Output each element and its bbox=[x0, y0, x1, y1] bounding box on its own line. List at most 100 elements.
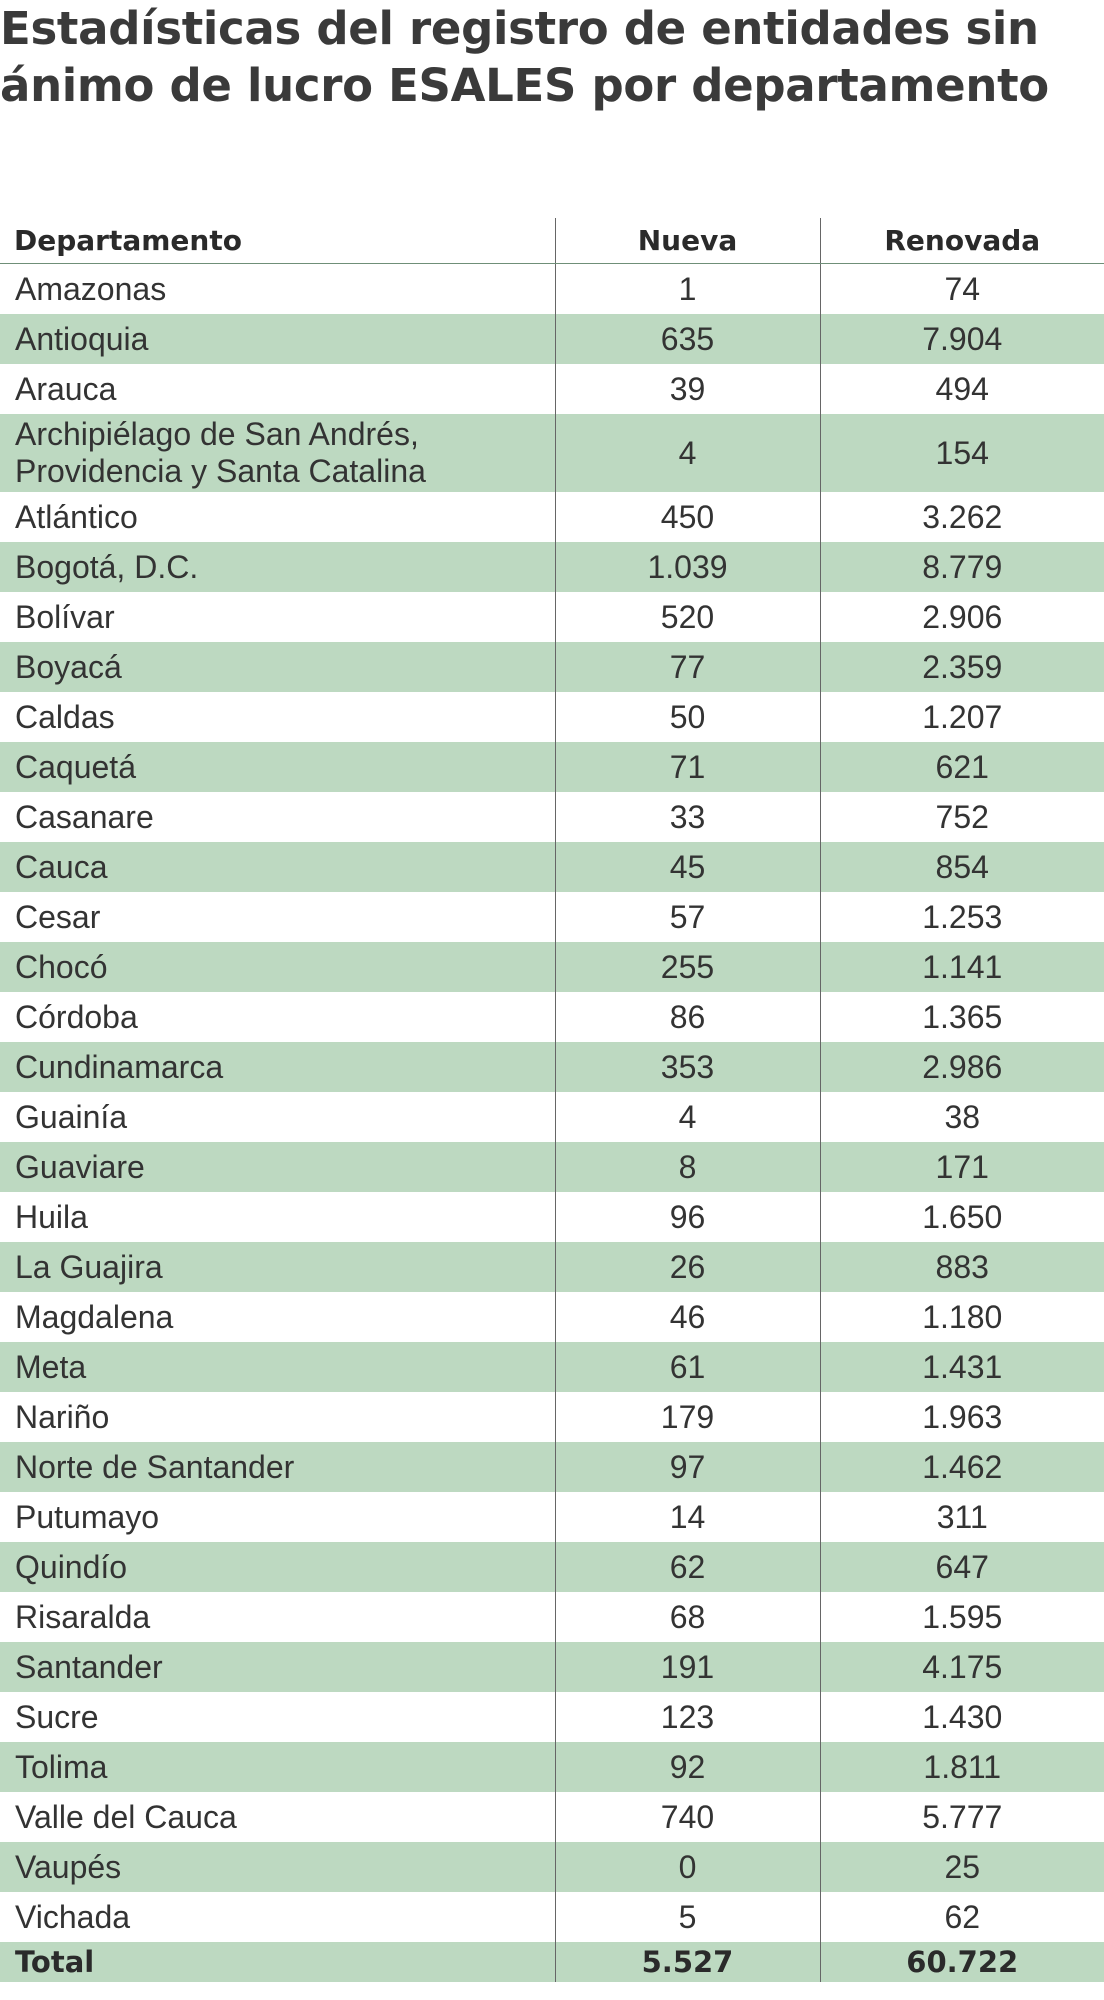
cell-nueva: 5 bbox=[554, 1892, 820, 1942]
cell-nueva: 86 bbox=[554, 992, 820, 1042]
cell-renovada: 2.906 bbox=[819, 592, 1104, 642]
table-row: Archipiélago de San Andrés, Providencia … bbox=[0, 414, 1104, 492]
cell-departamento: Bogotá, D.C. bbox=[0, 542, 555, 592]
table-row: Vichada 5 62 bbox=[0, 1892, 1104, 1942]
cell-departamento: Sucre bbox=[15, 1698, 99, 1735]
cell-nueva: 96 bbox=[554, 1192, 820, 1242]
table-row: Putumayo 14 311 bbox=[0, 1492, 1104, 1542]
cell-renovada: 1.141 bbox=[819, 942, 1104, 992]
cell-renovada: 1.431 bbox=[819, 1342, 1104, 1392]
table-row: Chocó 255 1.141 bbox=[0, 942, 1104, 992]
cell-renovada: 8.779 bbox=[819, 542, 1104, 592]
cell-renovada: 647 bbox=[819, 1542, 1104, 1592]
cell-renovada: 1.253 bbox=[819, 892, 1104, 942]
cell-renovada: 3.262 bbox=[819, 492, 1104, 542]
table-row: Santander 191 4.175 bbox=[0, 1642, 1104, 1692]
table-row: Cauca 45 854 bbox=[0, 842, 1104, 892]
cell-nueva: 8 bbox=[554, 1142, 820, 1192]
cell-nueva: 33 bbox=[554, 792, 820, 842]
cell-departamento: Risaralda bbox=[15, 1598, 151, 1635]
cell-departamento: Cauca bbox=[0, 842, 555, 892]
table-row: Nariño 179 1.963 bbox=[0, 1392, 1104, 1442]
cell-departamento: La Guajira bbox=[0, 1242, 555, 1292]
cell-departamento: Guainía bbox=[15, 1098, 128, 1135]
table-row: Tolima 92 1.811 bbox=[0, 1742, 1104, 1792]
cell-nueva: 97 bbox=[554, 1442, 820, 1492]
cell-departamento: Casanare bbox=[15, 798, 154, 835]
table-row: Atlántico 450 3.262 bbox=[0, 492, 1104, 542]
cell-renovada: 2.359 bbox=[819, 642, 1104, 692]
cell-departamento: Chocó bbox=[0, 942, 555, 992]
cell-renovada: 752 bbox=[819, 792, 1104, 842]
cell-nueva: 191 bbox=[554, 1642, 820, 1692]
page-title: Estadísticas del registro de entidades s… bbox=[0, 2, 1049, 112]
cell-nueva: 46 bbox=[554, 1292, 820, 1342]
cell-nueva: 1 bbox=[554, 263, 820, 314]
cell-departamento: Boyacá bbox=[0, 642, 555, 692]
cell-nueva: 14 bbox=[554, 1492, 820, 1542]
cell-nueva: 353 bbox=[554, 1042, 820, 1092]
cell-nueva: 635 bbox=[554, 314, 820, 364]
table-row: Guaviare 8 171 bbox=[0, 1142, 1104, 1192]
stats-table: Departamento Nueva Renovada Amazonas 1 74 A… bbox=[0, 218, 1104, 1982]
table-row: Cesar 57 1.253 bbox=[0, 892, 1104, 942]
table-row: Norte de Santander 97 1.462 bbox=[0, 1442, 1104, 1492]
column-header-nueva: Nueva bbox=[554, 218, 820, 264]
cell-nueva: 740 bbox=[554, 1792, 820, 1842]
column-header-renovada: Renovada bbox=[819, 218, 1104, 264]
stats-table-container: Departamento Nueva Renovada Amazonas 1 74 A… bbox=[0, 218, 1104, 1982]
cell-departamento: Cundinamarca bbox=[0, 1042, 555, 1092]
column-header-departamento: Departamento bbox=[0, 218, 555, 264]
cell-nueva: 61 bbox=[554, 1342, 820, 1392]
cell-nueva: 71 bbox=[554, 742, 820, 792]
table-row: Casanare 33 752 bbox=[0, 792, 1104, 842]
cell-departamento: Guaviare bbox=[0, 1142, 555, 1192]
total-label: Total bbox=[0, 1942, 555, 1982]
cell-renovada: 311 bbox=[819, 1492, 1104, 1542]
table-row: Risaralda 68 1.595 bbox=[0, 1592, 1104, 1642]
cell-departamento: Córdoba bbox=[15, 998, 138, 1035]
cell-nueva: 62 bbox=[554, 1542, 820, 1592]
table-row: Caldas 50 1.207 bbox=[0, 692, 1104, 742]
cell-departamento: Atlántico bbox=[15, 498, 138, 535]
cell-renovada: 1.207 bbox=[819, 692, 1104, 742]
total-row: Total 5.527 60.722 bbox=[0, 1942, 1104, 1982]
cell-departamento: Putumayo bbox=[15, 1498, 160, 1535]
cell-renovada: 7.904 bbox=[819, 314, 1104, 364]
table-row: Vaupés 0 25 bbox=[0, 1842, 1104, 1892]
cell-departamento: Amazonas bbox=[15, 270, 167, 307]
cell-departamento: Bolívar bbox=[15, 598, 115, 635]
cell-departamento: Archipiélago de San Andrés, Providencia … bbox=[0, 414, 555, 492]
cell-renovada: 854 bbox=[819, 842, 1104, 892]
cell-nueva: 26 bbox=[554, 1242, 820, 1292]
table-row: Boyacá 77 2.359 bbox=[0, 642, 1104, 692]
total-nueva: 5.527 bbox=[554, 1942, 820, 1982]
cell-renovada: 1.963 bbox=[819, 1392, 1104, 1442]
cell-departamento: Quindío bbox=[0, 1542, 555, 1592]
cell-nueva: 255 bbox=[554, 942, 820, 992]
cell-renovada: 4.175 bbox=[819, 1642, 1104, 1692]
table-row: Antioquia 635 7.904 bbox=[0, 314, 1104, 364]
cell-nueva: 520 bbox=[554, 592, 820, 642]
cell-renovada: 494 bbox=[819, 364, 1104, 414]
cell-renovada: 62 bbox=[819, 1892, 1104, 1942]
cell-renovada: 38 bbox=[819, 1092, 1104, 1142]
table-row: Arauca 39 494 bbox=[0, 364, 1104, 414]
table-row: Amazonas 1 74 bbox=[0, 263, 1104, 314]
cell-departamento: Vichada bbox=[15, 1898, 131, 1935]
table-row: Bolívar 520 2.906 bbox=[0, 592, 1104, 642]
cell-nueva: 45 bbox=[554, 842, 820, 892]
cell-departamento: Santander bbox=[0, 1642, 555, 1692]
total-renovada: 60.722 bbox=[819, 1942, 1104, 1982]
cell-renovada: 621 bbox=[819, 742, 1104, 792]
cell-nueva: 39 bbox=[554, 364, 820, 414]
table-row: Cundinamarca 353 2.986 bbox=[0, 1042, 1104, 1092]
table-row: Huila 96 1.650 bbox=[0, 1192, 1104, 1242]
cell-nueva: 57 bbox=[554, 892, 820, 942]
cell-departamento: Norte de Santander bbox=[0, 1442, 555, 1492]
cell-renovada: 2.986 bbox=[819, 1042, 1104, 1092]
cell-departamento: Huila bbox=[15, 1198, 88, 1235]
cell-departamento: Meta bbox=[0, 1342, 555, 1392]
cell-departamento: Vaupés bbox=[0, 1842, 555, 1892]
cell-nueva: 77 bbox=[554, 642, 820, 692]
